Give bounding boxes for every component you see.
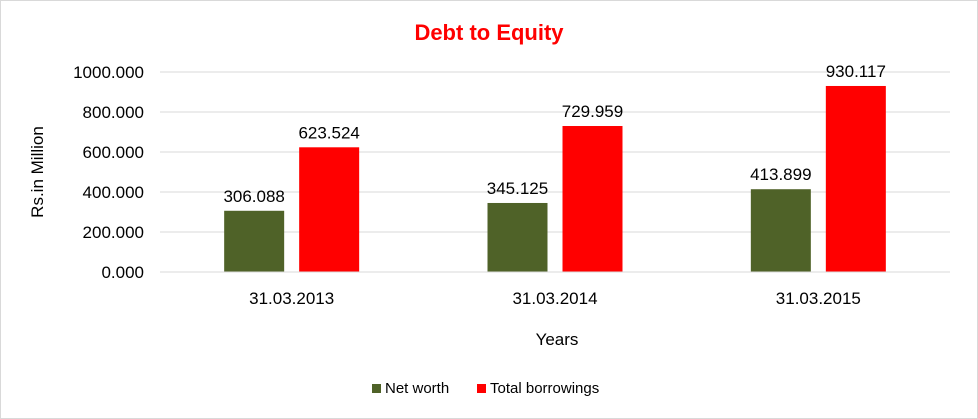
data-label: 729.959 [562, 102, 623, 121]
data-label: 930.117 [826, 62, 886, 81]
bar [750, 189, 811, 272]
x-tick-label: 31.03.2013 [249, 289, 334, 308]
y-axis-title: Rs.in Million [28, 126, 47, 218]
x-axis-title: Years [536, 330, 579, 349]
bar [487, 202, 548, 272]
bar [562, 126, 623, 272]
bar [224, 210, 285, 272]
x-tick-label: 31.03.2014 [512, 289, 597, 308]
data-label: 413.899 [750, 165, 811, 184]
y-tick-label: 0.000 [101, 263, 144, 282]
legend-label: Net worth [385, 380, 449, 397]
y-tick-label: 400.000 [83, 183, 144, 202]
legend-swatch [372, 384, 381, 393]
y-tick-label: 600.000 [83, 143, 144, 162]
data-label: 306.088 [223, 187, 284, 206]
y-axis-ticks: 0.000 200.000 400.000 600.000 800.000 1000.00… [73, 63, 144, 282]
bar [825, 85, 886, 273]
y-tick-label: 800.000 [83, 103, 144, 122]
x-axis-ticks: 31.03.2013 31.03.2014 31.03.2015 [249, 289, 861, 308]
legend-swatch [477, 384, 486, 393]
bars [224, 85, 886, 273]
bar [299, 147, 360, 272]
y-tick-label: 200.000 [83, 223, 144, 242]
data-labels: 306.088 623.524 345.125 729.959 413.899 930.1… [223, 62, 885, 206]
x-tick-label: 31.03.2015 [776, 289, 861, 308]
y-tick-label: 1000.000 [73, 63, 144, 82]
legend: Net worth Total borrowings [372, 380, 599, 397]
data-label: 623.524 [298, 123, 359, 142]
gridlines [160, 71, 950, 233]
data-label: 345.125 [487, 179, 548, 198]
legend-label: Total borrowings [490, 380, 599, 397]
chart-title: Debt to Equity [414, 20, 564, 45]
